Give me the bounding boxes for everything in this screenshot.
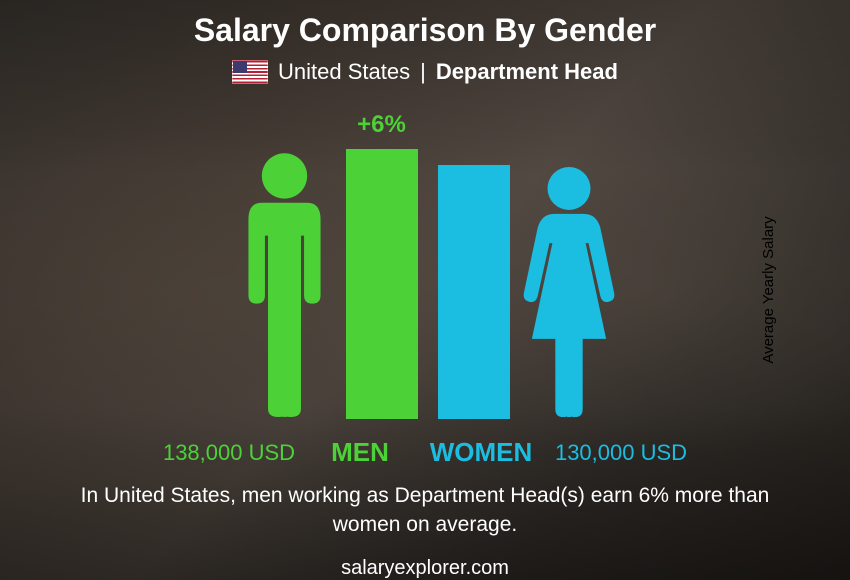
difference-label: +6%: [357, 111, 406, 139]
labels-row: 138,000 USD MEN WOMEN 130,000 USD: [115, 427, 735, 468]
men-gender-label: MEN: [314, 437, 406, 468]
man-figure-wrap: [233, 139, 336, 419]
subtitle-row: United States | Department Head: [232, 59, 618, 85]
y-axis-label: Average Yearly Salary: [760, 216, 777, 363]
page-title: Salary Comparison By Gender: [194, 12, 656, 49]
women-bar: [438, 165, 510, 419]
job-title-label: Department Head: [436, 59, 618, 85]
men-bar: [346, 149, 418, 419]
women-gender-label: WOMEN: [426, 437, 536, 468]
footer-source: salaryexplorer.com: [341, 557, 509, 580]
woman-icon: [520, 165, 618, 419]
men-salary-label: 138,000 USD: [144, 440, 314, 466]
country-label: United States: [278, 59, 410, 85]
woman-figure-wrap: [520, 139, 618, 419]
women-salary-label: 130,000 USD: [536, 440, 706, 466]
chart-area: +6%: [115, 93, 735, 419]
infographic-container: Salary Comparison By Gender United State…: [0, 0, 850, 580]
man-icon: [233, 151, 336, 419]
women-panel: [520, 139, 618, 419]
women-bar-wrap: [438, 139, 510, 419]
us-flag-icon: [232, 60, 268, 84]
separator: |: [420, 59, 426, 85]
caption-text: In United States, men working as Departm…: [65, 482, 785, 539]
men-bar-wrap: +6%: [346, 139, 418, 419]
men-panel: [233, 139, 336, 419]
